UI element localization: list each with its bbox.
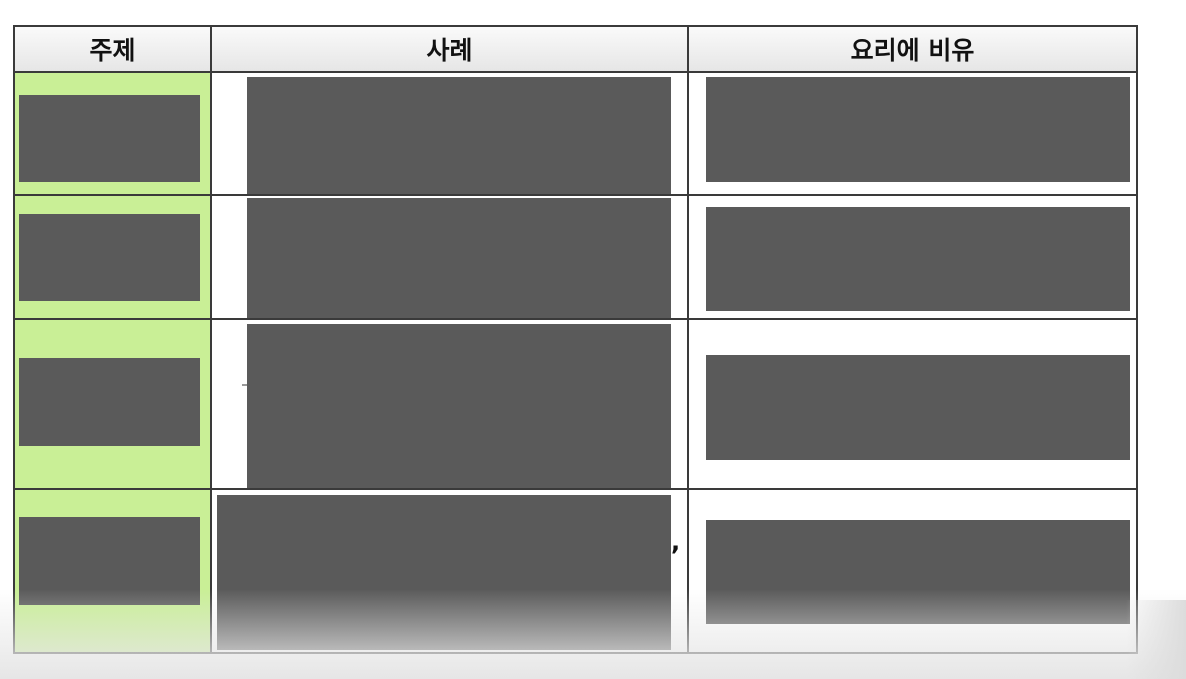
redacted-block — [247, 77, 671, 194]
analogy-cell — [687, 194, 1138, 320]
redacted-block — [706, 520, 1130, 624]
topic-cell — [13, 194, 212, 320]
topic-cell — [13, 71, 212, 196]
stray-mark — [242, 384, 250, 386]
header-row: 주제 사례 요리에 비유 — [13, 25, 1138, 73]
table-row — [13, 71, 1138, 196]
topic-cell — [13, 488, 212, 654]
example-cell — [210, 194, 689, 320]
redacted-block — [19, 95, 200, 182]
header-example: 사례 — [210, 25, 689, 73]
example-cell: , — [210, 488, 689, 654]
redacted-block — [706, 355, 1130, 460]
redacted-block — [247, 198, 671, 318]
redacted-block — [19, 214, 200, 301]
analogy-cell — [687, 318, 1138, 490]
analogy-cell — [687, 71, 1138, 196]
table-row — [13, 318, 1138, 490]
redacted-block — [706, 77, 1130, 182]
table-row: , — [13, 488, 1138, 654]
comparison-table: 주제 사례 요리에 비유 — [13, 25, 1138, 654]
redacted-block — [19, 517, 200, 605]
redacted-block — [19, 358, 200, 446]
redacted-block — [217, 495, 671, 650]
example-cell — [210, 71, 689, 196]
header-cooking-analogy: 요리에 비유 — [687, 25, 1138, 73]
analogy-cell — [687, 488, 1138, 654]
redacted-block — [706, 207, 1130, 311]
table-row — [13, 194, 1138, 320]
redacted-block — [247, 324, 671, 488]
example-cell — [210, 318, 689, 490]
comma-text: , — [671, 528, 681, 556]
header-topic: 주제 — [13, 25, 212, 73]
topic-cell — [13, 318, 212, 490]
